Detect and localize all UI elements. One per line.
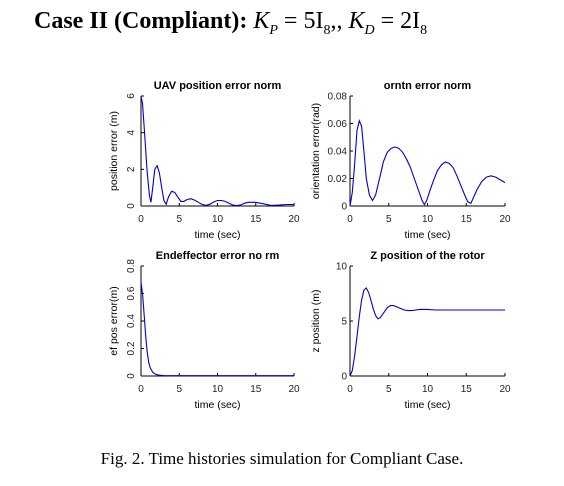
y-tick-label: 6	[126, 93, 137, 99]
y-axis-label: orientation error(rad)	[310, 103, 322, 199]
y-tick-label: 10	[336, 262, 348, 273]
y-tick-label: 0	[341, 372, 347, 383]
x-tick-label: 0	[138, 214, 144, 225]
x-tick-label: 20	[499, 214, 511, 225]
chart-title: Z position of the rotor	[370, 250, 485, 262]
y-axis-label: z position (m)	[310, 289, 322, 352]
x-tick-label: 20	[288, 214, 300, 225]
y-tick-label: 5	[341, 317, 347, 328]
y-tick-label: 4	[126, 129, 137, 135]
x-tick-label: 20	[499, 384, 511, 395]
x-tick-label: 15	[250, 214, 262, 225]
x-tick-label: 5	[176, 384, 182, 395]
chart-panel-1: 0 5 10 15 20 0 2 4 6 UAV position error norm time …	[108, 80, 300, 241]
y-tick-label: 0.4	[126, 314, 137, 328]
title-case-label: Case II (Compliant):	[34, 8, 248, 34]
y-tick-label: 0.8	[126, 259, 137, 273]
x-axis-label: time (sec)	[194, 399, 240, 411]
series-line	[140, 95, 294, 207]
y-tick-label: 0.2	[126, 341, 137, 355]
x-axis-label: time (sec)	[404, 399, 450, 411]
title-kd-symbol: KD	[348, 8, 375, 38]
y-tick-label: 2	[126, 166, 137, 172]
chart-title: orntn error norm	[384, 80, 472, 92]
x-tick-label: 10	[422, 214, 434, 225]
x-tick-label: 10	[212, 384, 224, 395]
page-title: Case II (Compliant): KP = 5I8,, KD = 2I8	[34, 8, 427, 39]
x-tick-label: 10	[422, 384, 434, 395]
y-tick-label: 0.06	[328, 119, 348, 130]
x-tick-label: 15	[461, 214, 473, 225]
chart-panel-2: 0 5 10 15 20 0 0.02 0.04 0.06 0.08 orntn error nor…	[310, 80, 511, 241]
figure-caption: Fig. 2. Time histories simulation for Co…	[100, 449, 464, 468]
y-tick-label: 0	[341, 202, 347, 213]
series-line	[349, 287, 505, 377]
chart-title: Endeffector error no rm	[156, 250, 280, 262]
y-tick-label: 0	[126, 373, 137, 379]
title-separator: ,,	[330, 8, 349, 34]
y-axis-label: position error (m)	[108, 111, 120, 191]
x-tick-label: 0	[347, 214, 353, 225]
chart-panel-3: 0 5 10 15 20 0 0.2 0.4 0.6 0.8 Endeffector error n…	[108, 250, 300, 411]
y-tick-label: 0	[126, 203, 137, 209]
title-kp-symbol: KP	[253, 8, 278, 38]
y-tick-label: 0.02	[328, 174, 348, 185]
x-tick-label: 5	[386, 214, 392, 225]
x-tick-label: 0	[138, 384, 144, 395]
x-tick-label: 0	[347, 384, 353, 395]
chart-panel-4: 0 5 10 15 20 0 5 10 Z position of the rotor time …	[310, 250, 511, 411]
x-tick-label: 5	[386, 384, 392, 395]
x-tick-label: 15	[461, 384, 473, 395]
chart-title: UAV position error norm	[154, 80, 282, 92]
y-tick-label: 0.08	[328, 92, 348, 103]
y-axis-label: ef pos error(m)	[108, 286, 120, 355]
y-tick-label: 0.6	[126, 286, 137, 300]
series-line	[140, 282, 294, 377]
x-tick-label: 15	[250, 384, 262, 395]
title-kp-value: = 5I8	[277, 8, 331, 38]
x-tick-label: 5	[176, 214, 182, 225]
y-tick-label: 0.04	[328, 147, 348, 158]
x-axis-label: time (sec)	[404, 229, 450, 241]
series-line	[349, 119, 506, 207]
title-kd-value: = 2I8	[374, 8, 428, 38]
x-axis-label: time (sec)	[194, 229, 240, 241]
x-tick-label: 10	[212, 214, 224, 225]
x-tick-label: 20	[288, 384, 300, 395]
